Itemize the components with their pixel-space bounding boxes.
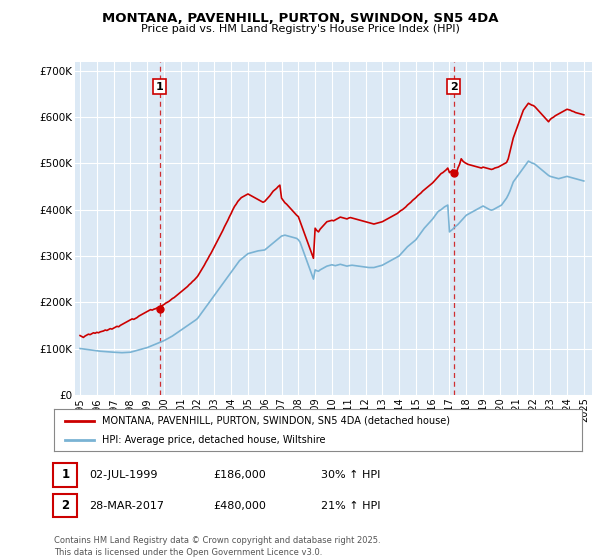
Text: 02-JUL-1999: 02-JUL-1999	[89, 470, 157, 480]
Text: 1: 1	[61, 468, 70, 482]
Text: £480,000: £480,000	[213, 501, 266, 511]
Text: MONTANA, PAVENHILL, PURTON, SWINDON, SN5 4DA (detached house): MONTANA, PAVENHILL, PURTON, SWINDON, SN5…	[101, 416, 449, 426]
Text: 2: 2	[450, 82, 458, 92]
Text: 2: 2	[61, 499, 70, 512]
Text: Price paid vs. HM Land Registry's House Price Index (HPI): Price paid vs. HM Land Registry's House …	[140, 24, 460, 34]
Text: £186,000: £186,000	[213, 470, 266, 480]
Text: MONTANA, PAVENHILL, PURTON, SWINDON, SN5 4DA: MONTANA, PAVENHILL, PURTON, SWINDON, SN5…	[102, 12, 498, 25]
Text: 21% ↑ HPI: 21% ↑ HPI	[321, 501, 380, 511]
Text: 1: 1	[156, 82, 164, 92]
Text: 28-MAR-2017: 28-MAR-2017	[89, 501, 164, 511]
Text: HPI: Average price, detached house, Wiltshire: HPI: Average price, detached house, Wilt…	[101, 435, 325, 445]
Text: 30% ↑ HPI: 30% ↑ HPI	[321, 470, 380, 480]
Text: Contains HM Land Registry data © Crown copyright and database right 2025.
This d: Contains HM Land Registry data © Crown c…	[54, 536, 380, 557]
